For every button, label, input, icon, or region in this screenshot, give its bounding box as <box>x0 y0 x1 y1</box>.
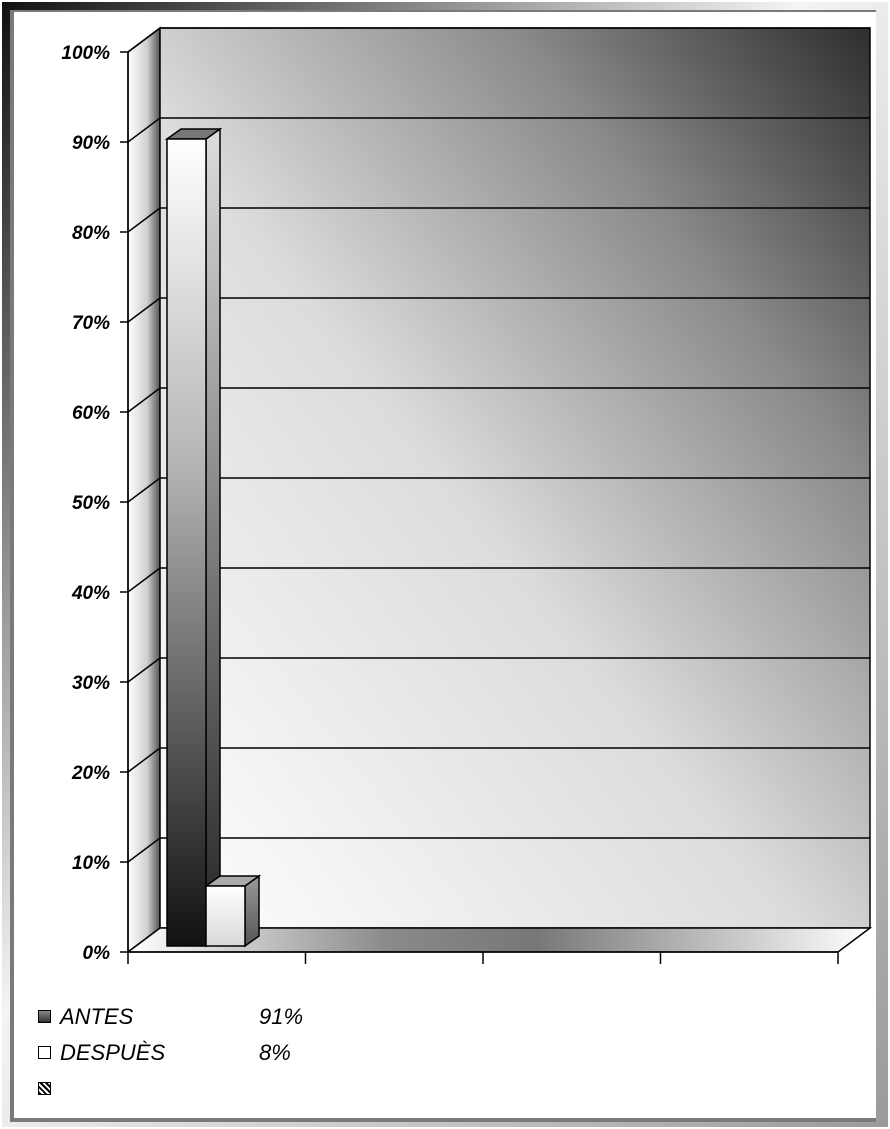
gridline-8 <box>127 207 870 233</box>
gridline-10 <box>127 27 870 53</box>
y-tick-label-8: 80% <box>72 223 110 244</box>
legend-item-despues: DESPUÈS 8% <box>34 1040 434 1076</box>
legend-swatch-antes <box>38 1010 51 1023</box>
bar-front-1 <box>205 885 246 947</box>
y-tick-label-7: 70% <box>72 313 110 334</box>
legend-item-antes: ANTES 91% <box>34 1004 434 1040</box>
bar-side-0 <box>205 127 221 948</box>
y-tick-label-2: 20% <box>71 763 110 784</box>
y-tick-label-0: 0% <box>83 943 111 964</box>
legend-value-despues: 8% <box>259 1040 291 1065</box>
gridline-5 <box>127 477 870 503</box>
legend-item-empty <box>34 1076 434 1112</box>
y-tick-label-1: 10% <box>72 853 110 874</box>
bar-antes <box>164 127 223 948</box>
y-tick-label-3: 30% <box>72 673 110 694</box>
gridline-6 <box>127 387 870 413</box>
y-tick-label-4: 40% <box>71 583 110 604</box>
gridline-7 <box>127 297 870 323</box>
legend-label-despues: DESPUÈS <box>60 1040 166 1065</box>
bar-front-0 <box>166 138 207 947</box>
gridline-2 <box>127 747 870 773</box>
legend: ANTES 91% DESPUÈS 8% <box>34 1004 434 1112</box>
gridline-1 <box>127 837 870 863</box>
bar-side-1 <box>244 874 260 948</box>
y-tick-label-10: 100% <box>61 43 110 64</box>
bar-despu-s <box>203 874 262 948</box>
legend-swatch-empty <box>38 1082 51 1095</box>
y-tick-label-9: 90% <box>72 133 110 154</box>
gridline-9 <box>127 117 870 143</box>
legend-value-antes: 91% <box>259 1004 304 1029</box>
legend-swatch-despues <box>38 1046 51 1059</box>
y-tick-label-6: 60% <box>72 403 110 424</box>
legend-label-antes: ANTES <box>60 1004 134 1029</box>
gridline-3 <box>127 657 870 683</box>
y-tick-label-5: 50% <box>72 493 110 514</box>
gridline-4 <box>127 567 870 593</box>
